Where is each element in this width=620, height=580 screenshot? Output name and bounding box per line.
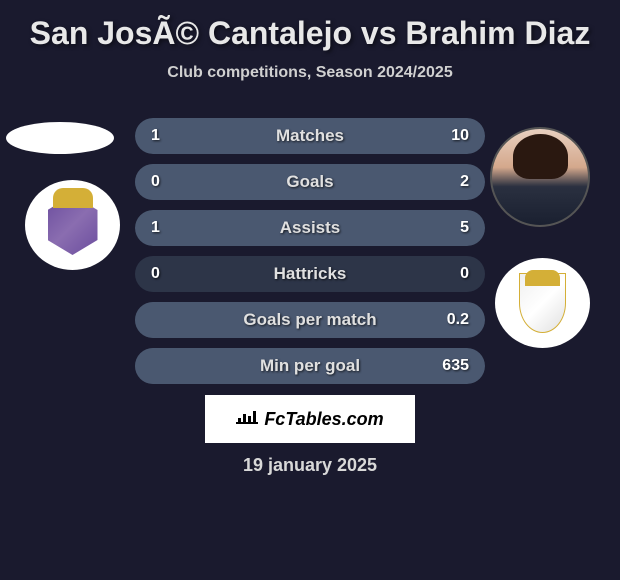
stat-value-right: 2 [460, 173, 469, 191]
stat-row-assists: 1 Assists 5 [135, 210, 485, 246]
stat-row-matches: 1 Matches 10 [135, 118, 485, 154]
stat-value-left: 0 [151, 265, 160, 283]
stat-value-left: 0 [151, 173, 160, 191]
stat-bar-left [135, 210, 195, 246]
date-text: 19 january 2025 [243, 455, 377, 476]
stat-value-right: 635 [442, 357, 469, 375]
brand-text: FcTables.com [264, 409, 383, 430]
club-right-logo [495, 258, 590, 348]
brand-badge[interactable]: FcTables.com [205, 395, 415, 443]
stat-label: Assists [280, 218, 340, 238]
club-left-logo [25, 180, 120, 270]
stat-value-left: 1 [151, 127, 160, 145]
stat-row-goals-per-match: Goals per match 0.2 [135, 302, 485, 338]
stat-label: Goals [286, 172, 333, 192]
comparison-card: San JosÃ© Cantalejo vs Brahim Diaz Club … [0, 0, 620, 580]
stat-row-min-per-goal: Min per goal 635 [135, 348, 485, 384]
stat-label: Matches [276, 126, 344, 146]
stat-label: Goals per match [243, 310, 376, 330]
chart-icon [236, 408, 258, 431]
stat-value-right: 0.2 [447, 311, 469, 329]
stat-value-right: 10 [451, 127, 469, 145]
stat-label: Min per goal [260, 356, 360, 376]
stat-row-hattricks: 0 Hattricks 0 [135, 256, 485, 292]
stats-container: 1 Matches 10 0 Goals 2 1 Assists 5 0 Hat… [135, 118, 485, 394]
stat-row-goals: 0 Goals 2 [135, 164, 485, 200]
stat-value-left: 1 [151, 219, 160, 237]
stat-value-right: 5 [460, 219, 469, 237]
stat-value-right: 0 [460, 265, 469, 283]
player-right-avatar [490, 127, 590, 227]
stat-label: Hattricks [274, 264, 347, 284]
page-subtitle: Club competitions, Season 2024/2025 [0, 64, 620, 82]
page-title: San JosÃ© Cantalejo vs Brahim Diaz [0, 15, 620, 52]
player-left-avatar [6, 122, 114, 154]
